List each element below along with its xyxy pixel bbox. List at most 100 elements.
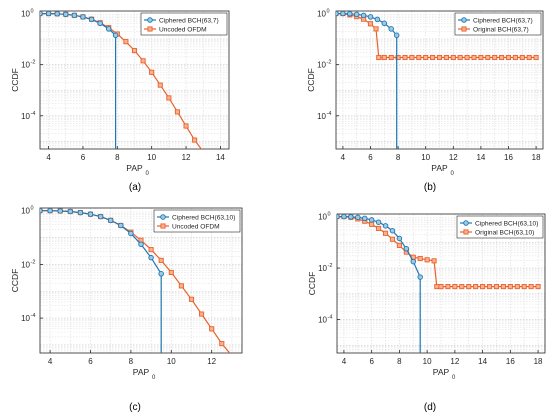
legend-entry-2: Uncoded OFDM xyxy=(172,223,220,230)
series-point-2 xyxy=(148,247,154,253)
y-tick-exponent: 0 xyxy=(327,9,330,15)
series-point-2 xyxy=(389,236,396,242)
series-point-1 xyxy=(80,14,86,20)
x-tick-label: 18 xyxy=(534,357,543,366)
series-point-2 xyxy=(492,54,498,61)
series-point-2 xyxy=(131,48,138,54)
x-tick-label: 14 xyxy=(476,153,485,162)
series-point-2 xyxy=(528,284,534,290)
x-tick-label: 4 xyxy=(342,357,347,366)
x-axis-label-subscript: 0 xyxy=(452,375,456,381)
series-point-2 xyxy=(423,54,429,61)
x-tick-label: 6 xyxy=(88,357,93,366)
axes-frame xyxy=(335,10,544,150)
panel-caption: (c) xyxy=(129,402,141,413)
x-axis-label: PAP xyxy=(431,163,448,173)
series-point-1 xyxy=(148,254,154,261)
series-point-2 xyxy=(382,230,389,236)
series-point-2 xyxy=(395,54,401,61)
series-point-2 xyxy=(466,284,472,290)
series-point-1 xyxy=(393,32,400,39)
series-point-1 xyxy=(403,245,410,252)
y-tick-exponent: -4 xyxy=(327,111,332,117)
x-tick-label: 18 xyxy=(532,153,541,162)
series-point-1 xyxy=(40,11,43,17)
series-point-2 xyxy=(219,341,225,347)
series-point-2 xyxy=(376,54,382,61)
panel-caption: (d) xyxy=(424,402,436,413)
series-point-1 xyxy=(97,20,103,27)
x-tick-label: 12 xyxy=(450,357,459,366)
series-point-2 xyxy=(149,69,155,75)
legend-marker-1 xyxy=(160,214,166,220)
y-tick-label: 10 xyxy=(318,316,327,325)
x-tick-label: 8 xyxy=(396,153,401,162)
series-point-1 xyxy=(118,222,124,229)
series-point-2 xyxy=(521,284,527,290)
y-tick-label: 10 xyxy=(21,61,30,70)
series-point-2 xyxy=(123,39,129,45)
legend-box xyxy=(456,215,544,239)
series-point-2 xyxy=(157,82,163,88)
x-tick-label: 6 xyxy=(368,153,373,162)
plot-content xyxy=(336,11,539,149)
axes-frame xyxy=(39,10,230,150)
series-point-2 xyxy=(430,54,436,61)
series-point-2 xyxy=(452,284,458,290)
series-point-1 xyxy=(396,235,403,242)
legend-box xyxy=(140,12,228,36)
series-point-2 xyxy=(369,221,375,227)
series-point-1 xyxy=(374,16,381,23)
series-point-1 xyxy=(45,11,52,17)
series-point-2 xyxy=(445,284,451,290)
y-tick-exponent: -2 xyxy=(31,259,36,265)
series-point-2 xyxy=(140,58,146,64)
series-point-1 xyxy=(67,208,74,215)
series-point-1 xyxy=(54,11,60,17)
series-point-2 xyxy=(367,21,374,27)
series-point-2 xyxy=(174,109,181,115)
y-tick-label: 10 xyxy=(317,112,326,121)
legend-entry-1: Ciphered BCH(63,7) xyxy=(473,17,533,24)
series-point-2 xyxy=(168,269,174,275)
legend-entry-1: Ciphered BCH(63,10) xyxy=(475,220,538,227)
x-axis-label: PAP xyxy=(126,163,143,173)
legend-marker-1 xyxy=(147,17,153,23)
panel-caption: (a) xyxy=(129,182,141,193)
series-point-1 xyxy=(361,215,368,222)
x-tick-label: 8 xyxy=(397,357,402,366)
series-point-1 xyxy=(87,211,94,217)
x-tick-label: 14 xyxy=(478,357,487,366)
y-axis-label: CCDF xyxy=(306,68,316,92)
legend-marker-2 xyxy=(160,223,166,229)
series-point-2 xyxy=(519,54,525,61)
series-point-2 xyxy=(417,255,423,262)
series-point-1 xyxy=(105,26,112,32)
series-point-2 xyxy=(473,284,479,290)
series-point-2 xyxy=(416,54,422,61)
series-point-1 xyxy=(368,217,375,223)
series-point-1 xyxy=(340,11,346,17)
series-point-2 xyxy=(512,54,518,61)
x-tick-label: 4 xyxy=(46,153,51,162)
y-tick-label: 10 xyxy=(318,264,327,273)
legend-entry-2: Uncoded OFDM xyxy=(159,26,207,33)
legend-entry-2: Original BCH(63,10) xyxy=(475,229,534,236)
y-tick-label: 10 xyxy=(21,112,30,121)
series-point-1 xyxy=(88,16,95,23)
series-point-2 xyxy=(493,284,500,290)
series-point-1 xyxy=(382,223,389,229)
x-tick-label: 16 xyxy=(506,357,515,366)
series-point-1 xyxy=(337,214,340,220)
series-point-2 xyxy=(166,95,172,101)
y-tick-exponent: 0 xyxy=(31,9,34,15)
series-point-2 xyxy=(188,296,195,302)
series-point-2 xyxy=(373,26,379,32)
series-point-1 xyxy=(360,12,367,19)
y-tick-exponent: -4 xyxy=(328,315,333,321)
x-axis-label-subscript: 0 xyxy=(146,171,150,177)
series-point-2 xyxy=(505,54,512,61)
